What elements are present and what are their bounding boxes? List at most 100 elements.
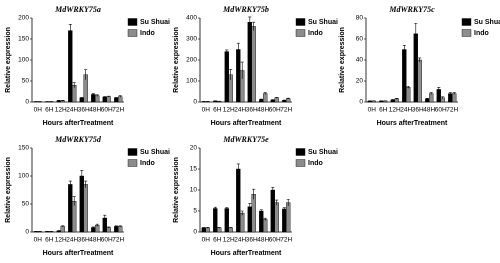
bar (263, 93, 268, 103)
error-bar (57, 230, 61, 232)
error-bar (91, 226, 95, 229)
error-bar (418, 57, 422, 63)
bar (114, 226, 119, 233)
y-tick-label: 60 (356, 36, 364, 43)
legend-label: Su Shuai (474, 19, 500, 26)
bar (236, 168, 241, 233)
y-tick-label: 150 (18, 36, 29, 43)
bar (106, 96, 111, 103)
error-bar (448, 92, 452, 95)
error-bar (429, 92, 433, 95)
x-axis-label: Hours afterTreatment (377, 120, 448, 127)
legend-label: Indo (140, 160, 155, 167)
bar (213, 208, 218, 233)
bar (406, 87, 411, 103)
x-tick-label: 12H (389, 107, 401, 114)
chart-title: MdWRKY75a (54, 5, 101, 14)
error-bar (248, 203, 252, 211)
chart-title: MdWRKY75d (54, 135, 102, 144)
x-tick-label: 0H (34, 107, 43, 114)
legend-swatch (127, 148, 138, 156)
bar (91, 94, 96, 103)
x-axis-label: Hours afterTreatment (211, 250, 282, 257)
x-tick-label: 6H (45, 107, 54, 114)
y-tick-label: 0 (25, 229, 29, 236)
x-tick-label: 60H (269, 107, 281, 114)
legend-swatch (295, 18, 306, 26)
legend-swatch (295, 148, 306, 156)
bar (448, 93, 453, 103)
y-tick-label: 100 (18, 57, 29, 64)
chart-title: MdWRKY75e (222, 135, 269, 144)
bar (274, 202, 279, 233)
error-bar (236, 163, 240, 175)
bar (263, 219, 268, 233)
bar (228, 227, 233, 233)
x-tick-label: 72H (446, 107, 458, 114)
error-bar (229, 227, 233, 229)
x-tick-label: 6H (213, 237, 222, 244)
bar (282, 208, 287, 233)
error-bar (68, 24, 72, 37)
x-tick-label: 72H (280, 107, 292, 114)
bar (247, 206, 252, 233)
bar (60, 226, 65, 233)
legend-swatch (127, 29, 138, 37)
error-bar (202, 227, 206, 229)
error-bar (57, 100, 61, 102)
x-axis-label: Hours afterTreatment (211, 120, 282, 127)
error-bar (240, 210, 244, 216)
x-tick-label: 12H (223, 237, 235, 244)
bar (282, 100, 287, 103)
error-bar (252, 188, 256, 200)
error-bar (118, 225, 122, 227)
error-bar (236, 42, 240, 56)
error-bar (84, 180, 88, 188)
legend-label: Su Shuai (308, 19, 338, 26)
x-tick-label: 6H (213, 107, 222, 114)
y-axis-label: Relative expression (5, 27, 12, 93)
legend-label: Su Shuai (140, 149, 170, 156)
x-tick-label: 60H (101, 107, 113, 114)
error-bar (286, 198, 290, 206)
x-tick-label: 48H (423, 107, 435, 114)
x-tick-label: 12H (55, 237, 67, 244)
error-bar (452, 92, 456, 95)
y-tick-label: 10 (190, 187, 198, 194)
error-bar (72, 82, 76, 88)
chart-title: MdWRKY75c (388, 5, 435, 14)
error-bar (114, 97, 118, 99)
x-tick-label: 48H (257, 237, 269, 244)
bar (270, 99, 275, 103)
y-tick-label: 80 (356, 15, 364, 22)
bar (251, 193, 256, 233)
legend-swatch (295, 29, 306, 37)
x-tick-label: 60H (435, 107, 447, 114)
bar (417, 59, 422, 103)
x-tick-label: 36H (246, 237, 258, 244)
error-bar (95, 94, 99, 97)
x-tick-label: 60H (101, 237, 113, 244)
legend-label: Indo (474, 30, 489, 37)
legend-swatch (295, 159, 306, 167)
error-bar (259, 209, 263, 213)
error-bar (91, 93, 95, 96)
x-tick-label: 0H (202, 107, 211, 114)
y-tick-label: 300 (186, 36, 197, 43)
x-tick-label: 48H (257, 107, 269, 114)
y-tick-label: 150 (18, 145, 29, 152)
y-tick-label: 50 (22, 201, 30, 208)
x-tick-label: 72H (112, 237, 124, 244)
y-tick-label: 200 (186, 57, 197, 64)
bar (247, 22, 252, 103)
bar (251, 26, 256, 103)
y-axis-label: Relative expression (339, 27, 346, 93)
bar (68, 184, 73, 233)
bar (205, 227, 210, 233)
y-tick-label: 20 (356, 78, 364, 85)
error-bar (263, 92, 267, 95)
y-tick-label: 15 (190, 166, 198, 173)
error-bar (425, 98, 429, 100)
error-bar (252, 21, 256, 31)
bar (72, 200, 77, 233)
